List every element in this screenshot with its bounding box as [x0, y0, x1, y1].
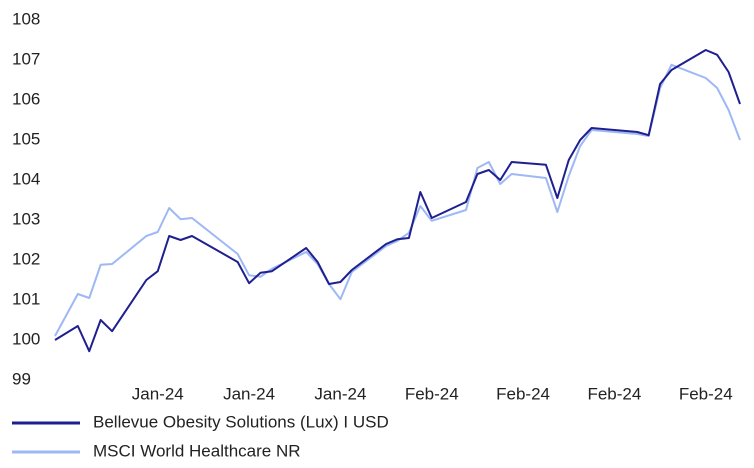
x-tick-label: Feb-24	[679, 384, 733, 403]
legend-label: Bellevue Obesity Solutions (Lux) I USD	[93, 412, 389, 431]
y-tick-label: 103	[12, 209, 40, 228]
x-tick-label: Jan-24	[314, 384, 366, 403]
series-line	[54, 49, 741, 353]
y-tick-label: 107	[12, 49, 40, 68]
x-tick-label: Jan-24	[223, 384, 275, 403]
legend-label: MSCI World Healthcare NR	[93, 441, 301, 460]
x-tick-label: Feb-24	[405, 384, 459, 403]
y-tick-label: 104	[12, 169, 40, 188]
y-tick-label: 99	[12, 369, 31, 388]
x-tick-label: Feb-24	[587, 384, 641, 403]
y-tick-label: 106	[12, 89, 40, 108]
y-tick-label: 102	[12, 249, 40, 268]
x-tick-label: Jan-24	[132, 384, 184, 403]
y-tick-label: 108	[12, 9, 40, 28]
y-tick-label: 101	[12, 289, 40, 308]
y-tick-label: 105	[12, 129, 40, 148]
x-tick-label: Feb-24	[496, 384, 550, 403]
series-line	[54, 63, 741, 337]
y-tick-label: 100	[12, 329, 40, 348]
